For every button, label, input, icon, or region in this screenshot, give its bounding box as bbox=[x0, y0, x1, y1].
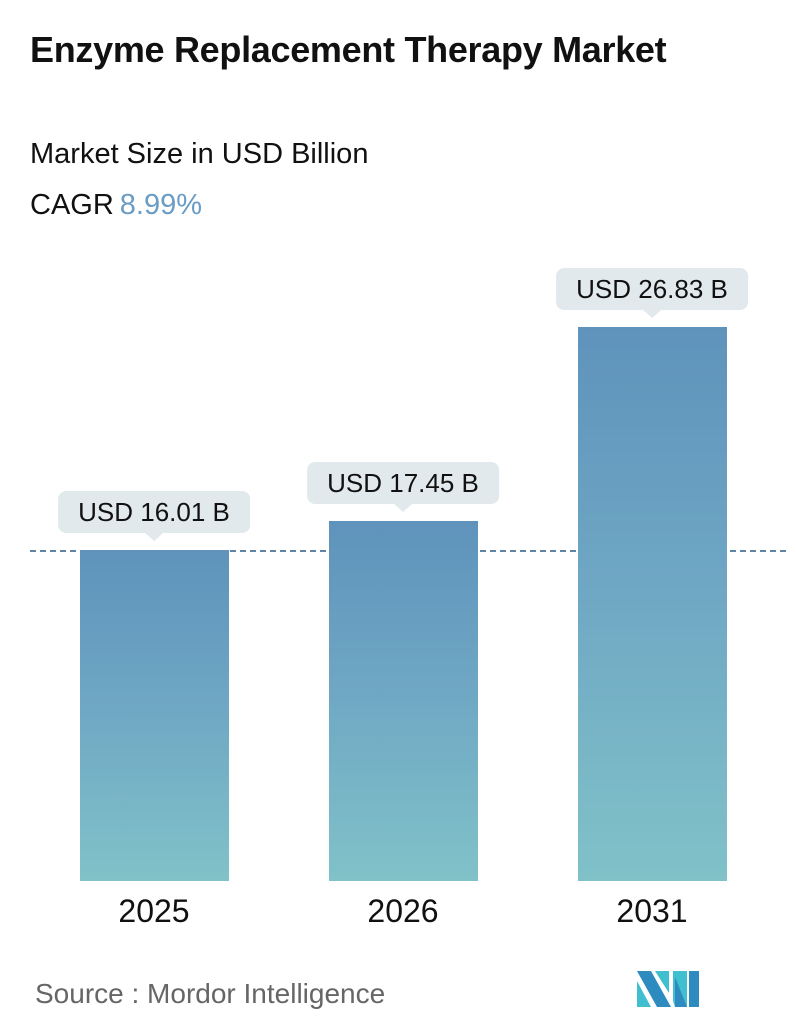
x-tick-2026: 2026 bbox=[367, 893, 439, 929]
cagr-line: CAGR 8.99% bbox=[30, 189, 202, 222]
data-label-2026: USD 17.45 B bbox=[307, 462, 499, 504]
bar-2025 bbox=[80, 550, 229, 881]
source-text: Source : Mordor Intelligence bbox=[35, 978, 386, 1009]
cagr-value: 8.99% bbox=[119, 189, 203, 221]
bar-2026 bbox=[329, 521, 478, 881]
x-tick-2031: 2031 bbox=[616, 893, 688, 929]
cagr-label: CAGR bbox=[30, 189, 114, 221]
mordor-intelligence-logo-icon bbox=[637, 971, 699, 1007]
x-tick-2025: 2025 bbox=[118, 893, 190, 929]
chart-subtitle: Market Size in USD Billion bbox=[30, 138, 369, 170]
chart-title: Enzyme Replacement Therapy Market bbox=[30, 29, 667, 70]
data-label-2025: USD 16.01 B bbox=[58, 491, 250, 533]
data-label-2031: USD 26.83 B bbox=[556, 268, 748, 310]
bar-2031 bbox=[578, 327, 727, 881]
